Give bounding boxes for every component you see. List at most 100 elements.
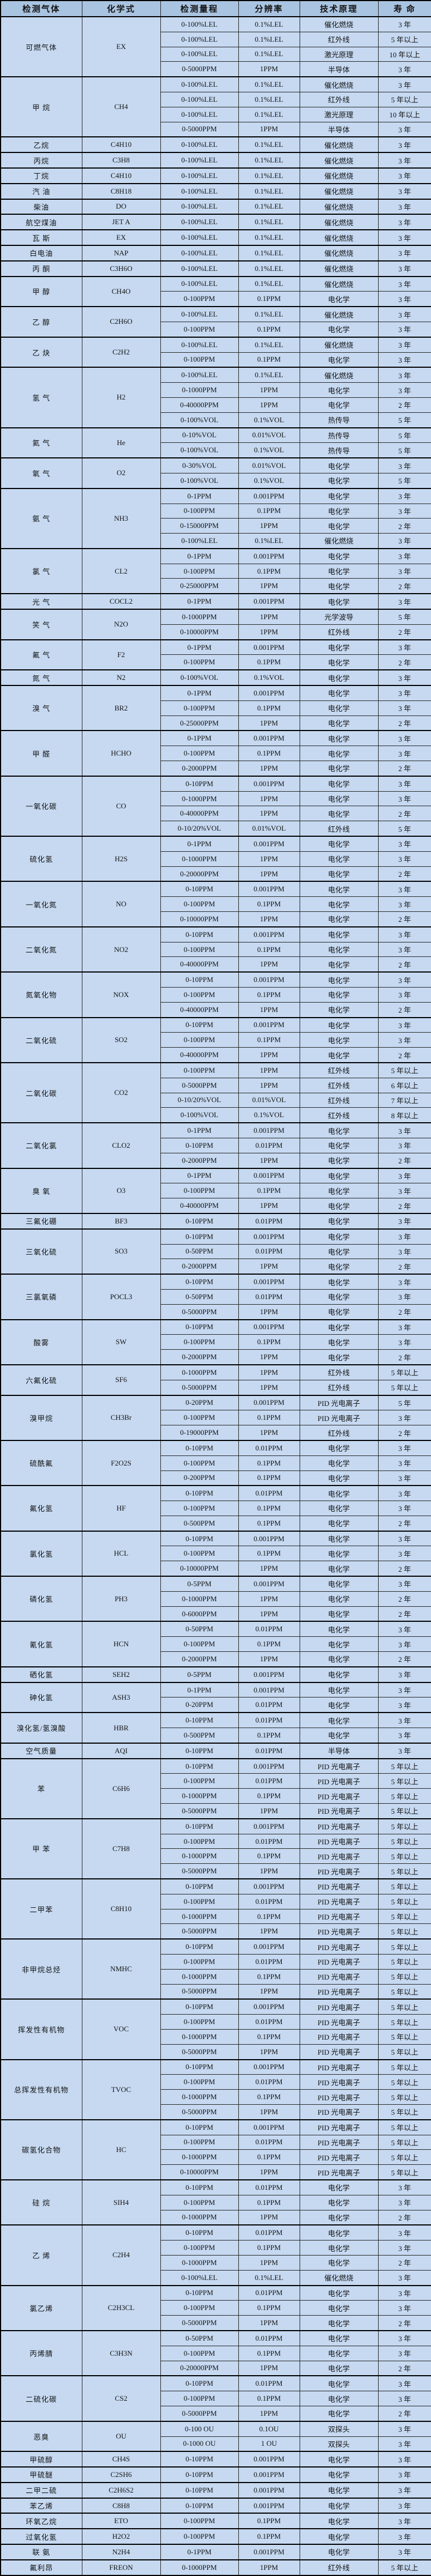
range-cell: 0-100%LEL — [160, 46, 239, 62]
gas-row: 0-1000PPM 1PPM 电化学 3 年 — [1, 851, 431, 867]
resolution-cell: 0.1PPM — [238, 1032, 300, 1048]
range-cell: 0-100PPM — [160, 2014, 239, 2030]
lifetime-cell: 3 年 — [378, 1122, 431, 1138]
lifetime-cell: 3 年 — [378, 1183, 431, 1199]
formula-cell: NO — [81, 881, 161, 927]
principle-cell: 电化学 — [299, 1728, 379, 1744]
principle-cell: 催化燃烧 — [299, 152, 379, 169]
resolution-cell: 0.1%LEL — [238, 182, 300, 200]
lifetime-cell: 3 年 — [378, 700, 431, 716]
resolution-cell: 1PPM — [238, 1425, 300, 1441]
gas-row: 硅 烷 SIH4 0-10PPM 0.01PPM 电化学 3 年 — [0, 2179, 431, 2225]
principle-cell: 电化学 — [299, 881, 379, 897]
lifetime-cell: 3 年 — [378, 61, 431, 77]
gas-row: 0-100PPM 0.1PPM 电化学 3 年 — [1, 2345, 431, 2361]
range-cell: 0-100PPM — [160, 2240, 239, 2256]
principle-cell: 电化学 — [299, 1122, 379, 1138]
lifetime-cell: 5 年以上 — [378, 2044, 431, 2060]
range-cell: 0-20000PPM — [160, 866, 239, 882]
gas-row: 0-100PPM 0.01PPM PID 光电离子 5 年以上 — [1, 2014, 431, 2030]
gas-row: 0-100%LEL 0.1%LEL 激光原理 10 年以上 — [1, 106, 431, 122]
gas-name-cell: 硫化氢 — [0, 836, 82, 882]
lifetime-cell: 5 年以上 — [378, 1954, 431, 1970]
gas-row: 0-15000PPM 1PPM 电化学 2 年 — [1, 518, 431, 534]
resolution-cell: 0.01%VOL — [238, 1092, 300, 1108]
resolution-cell: 0.01PPM — [238, 1243, 300, 1260]
principle-cell: 红外线 — [299, 1062, 379, 1078]
lifetime-cell: 3 年 — [378, 321, 431, 338]
gas-row: 柴油 DO 0-100%LEL 0.1%LEL 催化燃烧 3 年 — [0, 198, 431, 215]
range-cell: 0-100PPM — [160, 2134, 239, 2150]
lifetime-cell: 3 年 — [378, 593, 431, 610]
range-cell: 0-100PPM — [160, 1501, 239, 1516]
range-cell: 0-100%LEL — [160, 367, 239, 383]
resolution-cell: 1PPM — [238, 2044, 300, 2060]
lifetime-cell: 3 年 — [378, 457, 431, 473]
resolution-cell: 0.01PPM — [238, 1742, 300, 1759]
gas-row: 溴化氢/氢溴酸 HBR 0-10PPM 0.01PPM 电化学 3 年 — [0, 1712, 431, 1744]
column-header-lifetime: 寿 命 — [378, 0, 431, 17]
gas-row: 三氟化硼 BF3 0-10PPM 0.01PPM 电化学 3 年 — [0, 1212, 431, 1230]
resolution-cell: 0.1PPM — [238, 1636, 300, 1652]
gas-row: 0-100%LEL 0.1%LEL 激光原理 10 年以上 — [1, 46, 431, 62]
lifetime-cell: 2 年 — [378, 2254, 431, 2271]
gas-name-cell: 甲 烷 — [0, 76, 82, 137]
lifetime-cell: 3 年 — [378, 2544, 431, 2560]
lifetime-cell: 2 年 — [378, 1304, 431, 1320]
principle-cell: 电化学 — [299, 685, 379, 701]
gas-row: 0-5000PPM 1PPM PID 光电离子 5 年以上 — [1, 1983, 431, 2000]
lifetime-cell: 2 年 — [378, 1561, 431, 1577]
principle-cell: 电化学 — [299, 1576, 379, 1592]
lifetime-cell: 5 年 — [378, 472, 431, 489]
range-cell: 0-10PPM — [160, 2375, 239, 2392]
gas-row: 0-40000PPM 1PPM 电化学 2 年 — [1, 1198, 431, 1214]
lifetime-cell: 2 年 — [378, 2315, 431, 2331]
gas-row: 0-25000PPM 1PPM 电化学 2 年 — [1, 715, 431, 731]
resolution-cell: 0.001PPM — [238, 1122, 300, 1138]
resolution-cell: 0.01PPM — [238, 1697, 300, 1713]
gas-name-cell: 三氟化硼 — [0, 1212, 82, 1230]
gas-row: 0-2000PPM 1PPM 电化学 2 年 — [1, 1349, 431, 1365]
lifetime-cell: 3 年 — [378, 2194, 431, 2210]
lifetime-cell: 2 年 — [378, 2209, 431, 2225]
range-cell: 0-19000PPM — [160, 1425, 239, 1441]
lifetime-cell: 2 年 — [378, 956, 431, 973]
lifetime-cell: 8 年以上 — [378, 1107, 431, 1123]
range-cell: 0-1PPM — [160, 487, 239, 504]
gas-name-cell: 氨 气 — [0, 487, 82, 549]
gas-name-cell: 甲硫醇 — [0, 2451, 82, 2468]
principle-cell: PID 光电离子 — [299, 1983, 379, 2000]
lifetime-cell: 5 年以上 — [378, 2134, 431, 2150]
principle-cell: 电化学 — [299, 1651, 379, 1667]
gas-row: 0-5000PPM 1PPM PID 光电离子 5 年以上 — [1, 1863, 431, 1879]
formula-cell: TVOC — [81, 2059, 161, 2120]
lifetime-cell: 3 年 — [378, 2330, 431, 2346]
gas-row: 0-10000PPM 1PPM 红外线 2 年 — [1, 624, 431, 640]
resolution-cell: 0.1%VOL — [238, 412, 300, 428]
principle-cell: 电化学 — [299, 1304, 379, 1320]
gas-row: 0-6000PPM 1PPM 电化学 2 年 — [1, 1606, 431, 1622]
resolution-cell: 0.1PPM — [238, 352, 300, 368]
gas-name-cell: 丁烷 — [0, 167, 82, 184]
lifetime-cell: 2 年 — [378, 2405, 431, 2422]
gas-row: 0-10/20%VOL 0.01%VOL 红外线 5 年 — [1, 821, 431, 837]
range-cell: 0-100PPM — [160, 1636, 239, 1652]
lifetime-cell: 3 年 — [378, 1410, 431, 1426]
gas-row: 联 氨 N2H4 0-1PPM 0.001PPM 电化学 3 年 — [0, 2544, 431, 2560]
principle-cell: 电化学 — [299, 472, 379, 489]
resolution-cell: 1PPM — [238, 1259, 300, 1275]
gas-row: 0-10000PPM 1PPM PID 光电离子 5 年以上 — [1, 2164, 431, 2180]
formula-cell: H2 — [81, 367, 161, 428]
principle-cell: 电化学 — [299, 2513, 379, 2529]
principle-cell: 电化学 — [299, 956, 379, 973]
lifetime-cell: 2 年 — [378, 1651, 431, 1667]
range-cell: 0-100%VOL — [160, 412, 239, 428]
gas-name-cell: 航空煤油 — [0, 214, 82, 230]
gas-row: 0-25000PPM 1PPM 电化学 2 年 — [1, 578, 431, 594]
gas-row: 0-2000PPM 1PPM 电化学 2 年 — [1, 1651, 431, 1667]
range-cell: 0-100PPM — [160, 1183, 239, 1199]
range-cell: 0-100PPM — [160, 352, 239, 368]
range-cell: 0-100%LEL — [160, 275, 239, 292]
range-cell: 0-10PPM — [160, 1137, 239, 1153]
formula-cell: NMHC — [81, 1938, 161, 2000]
